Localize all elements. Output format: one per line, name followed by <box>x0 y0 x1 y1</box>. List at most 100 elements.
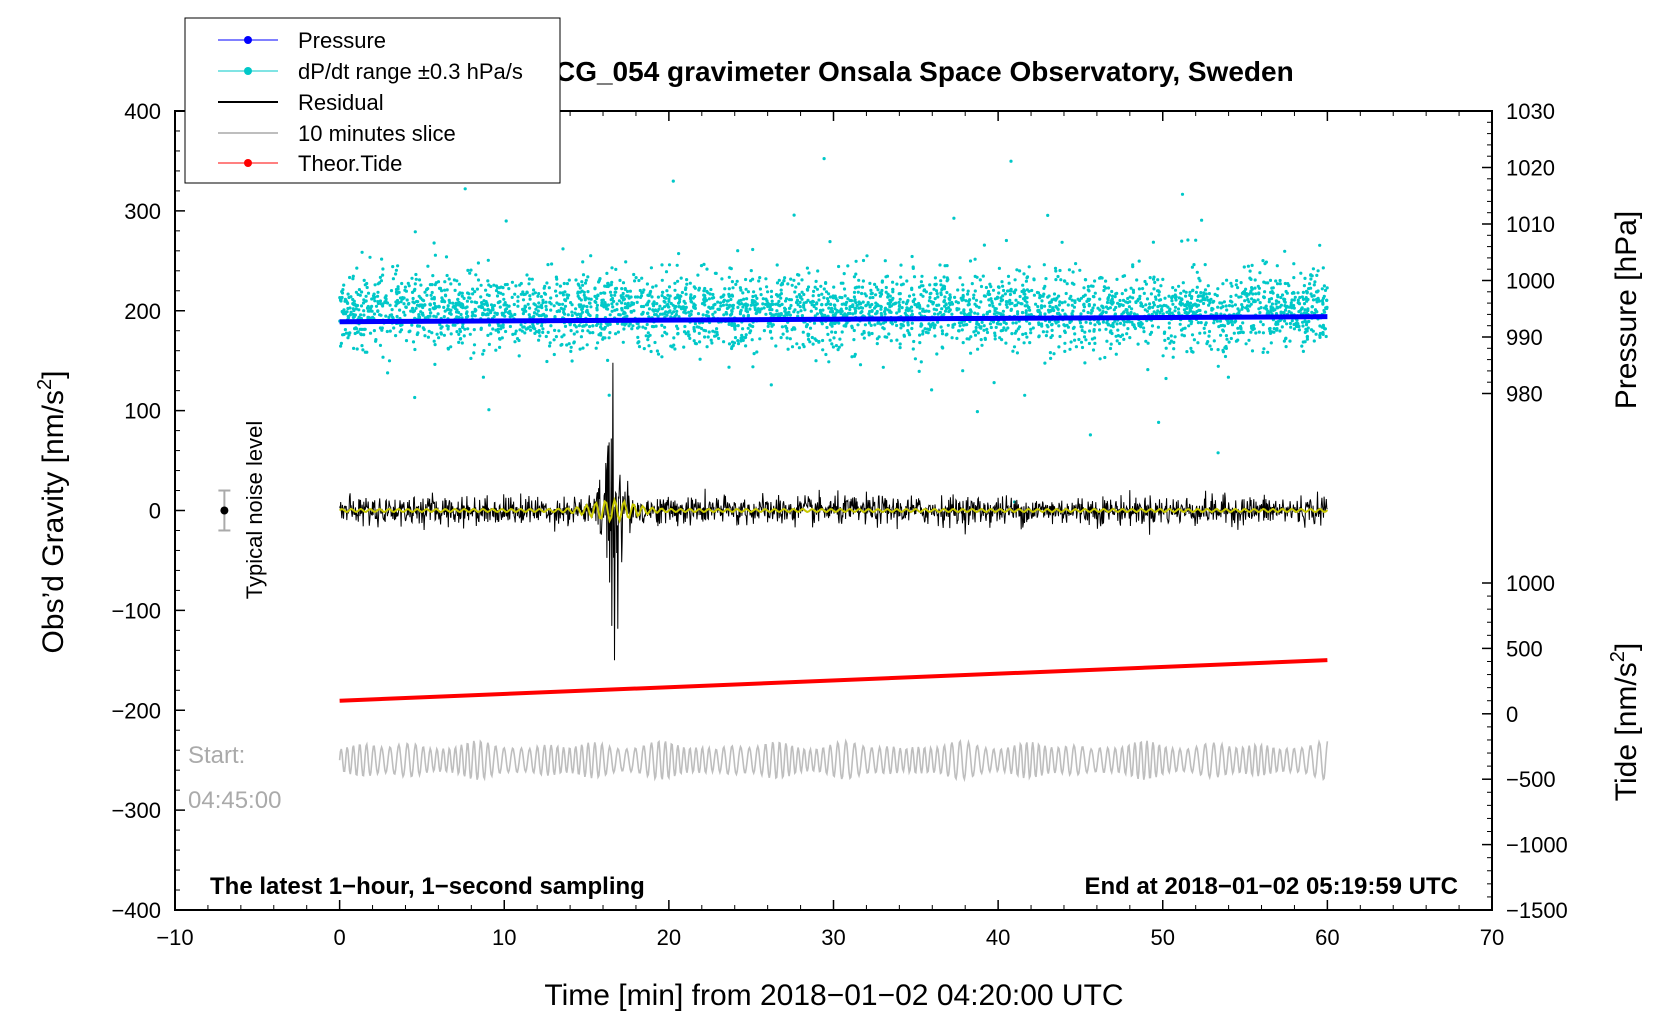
dpdt-point <box>1098 297 1102 301</box>
dpdt-point <box>1043 284 1047 288</box>
dpdt-point <box>679 276 683 280</box>
legend-tide-dot <box>244 159 252 167</box>
dpdt-point <box>863 323 868 327</box>
dpdt-point <box>840 343 844 347</box>
dpdt-point <box>730 346 734 351</box>
dpdt-point <box>1279 295 1283 300</box>
dpdt-point <box>516 295 520 299</box>
dpdt-point <box>992 381 996 385</box>
dpdt-point <box>766 303 771 307</box>
dpdt-point <box>641 312 645 316</box>
dpdt-point <box>779 296 783 300</box>
dpdt-point <box>633 295 638 299</box>
dpdt-point <box>694 342 699 346</box>
dpdt-point <box>1008 292 1013 297</box>
dpdt-point <box>1293 295 1297 299</box>
dpdt-point <box>526 326 530 330</box>
dpdt-point <box>781 332 785 336</box>
dpdt-point <box>584 278 588 282</box>
dpdt-point <box>961 293 965 298</box>
dpdt-point <box>363 299 367 303</box>
dpdt-point <box>956 288 960 292</box>
dpdt-point <box>1122 323 1126 327</box>
dpdt-point <box>463 327 467 331</box>
dpdt-point <box>408 329 412 333</box>
dpdt-point <box>928 283 932 287</box>
dpdt-point <box>702 328 706 332</box>
dpdt-point <box>532 302 536 306</box>
dpdt-point <box>1266 350 1270 354</box>
dpdt-point <box>946 277 950 282</box>
dpdt-point <box>649 349 653 354</box>
dpdt-point <box>911 265 915 269</box>
dpdt-point <box>840 296 844 300</box>
dpdt-point <box>745 310 750 314</box>
dpdt-point <box>426 314 430 319</box>
dpdt-point <box>1194 238 1198 242</box>
dpdt-point <box>846 311 851 315</box>
dpdt-point <box>1148 332 1152 336</box>
dpdt-point <box>688 336 692 340</box>
dpdt-point <box>1031 326 1035 330</box>
dpdt-point <box>1021 283 1025 287</box>
dpdt-point <box>813 285 817 289</box>
dpdt-point <box>561 247 565 251</box>
dpdt-point <box>1302 302 1307 306</box>
dpdt-point <box>475 301 479 305</box>
dpdt-point <box>1275 327 1279 331</box>
dpdt-point <box>610 280 614 284</box>
dpdt-point <box>642 347 646 351</box>
dpdt-point <box>468 296 472 300</box>
dpdt-point <box>768 311 773 316</box>
dpdt-point <box>415 303 420 307</box>
dpdt-point <box>800 314 805 318</box>
dpdt-point <box>1105 300 1110 305</box>
dpdt-point <box>1028 341 1032 345</box>
dpdt-point <box>1207 334 1211 338</box>
dpdt-point <box>777 278 781 282</box>
dpdt-point <box>711 292 715 297</box>
dpdt-point <box>1011 321 1015 325</box>
dpdt-point <box>828 295 833 299</box>
dpdt-point <box>684 305 688 309</box>
dpdt-point <box>1179 303 1183 307</box>
dpdt-point <box>693 306 698 310</box>
dpdt-point <box>792 213 796 217</box>
dpdt-point <box>1256 284 1260 288</box>
dpdt-point <box>363 283 367 287</box>
dpdt-point <box>1141 287 1145 291</box>
dpdt-point <box>491 327 495 331</box>
dpdt-point <box>615 308 619 312</box>
dpdt-point <box>1314 332 1318 336</box>
dpdt-point <box>589 305 593 309</box>
legend-dpdt-dot <box>244 67 252 75</box>
dpdt-point <box>1127 305 1131 309</box>
dpdt-point <box>1247 338 1251 342</box>
dpdt-point <box>1202 326 1206 330</box>
dpdt-point <box>1106 297 1110 301</box>
dpdt-point <box>705 345 709 349</box>
dpdt-point <box>1272 327 1276 331</box>
dpdt-point <box>895 282 899 286</box>
dpdt-point <box>973 257 977 261</box>
dpdt-point <box>769 295 774 299</box>
dpdt-point <box>1170 311 1174 315</box>
dpdt-point <box>636 322 640 326</box>
dpdt-point <box>1216 287 1220 291</box>
dpdt-point <box>1063 341 1067 345</box>
dpdt-point <box>586 329 590 333</box>
dpdt-point <box>579 315 583 319</box>
dpdt-point <box>1073 338 1077 342</box>
dpdt-point <box>1129 286 1133 290</box>
dpdt-point <box>1168 307 1172 311</box>
dpdt-point <box>570 359 574 363</box>
dpdt-point <box>910 326 914 331</box>
dpdt-point <box>1221 305 1225 309</box>
dpdt-point <box>1203 263 1207 267</box>
dpdt-point <box>1082 335 1087 339</box>
dpdt-point <box>399 300 403 304</box>
dpdt-point <box>741 327 745 331</box>
dpdt-point <box>869 323 873 327</box>
dpdt-point <box>1164 346 1168 350</box>
dpdt-point <box>1110 289 1114 294</box>
